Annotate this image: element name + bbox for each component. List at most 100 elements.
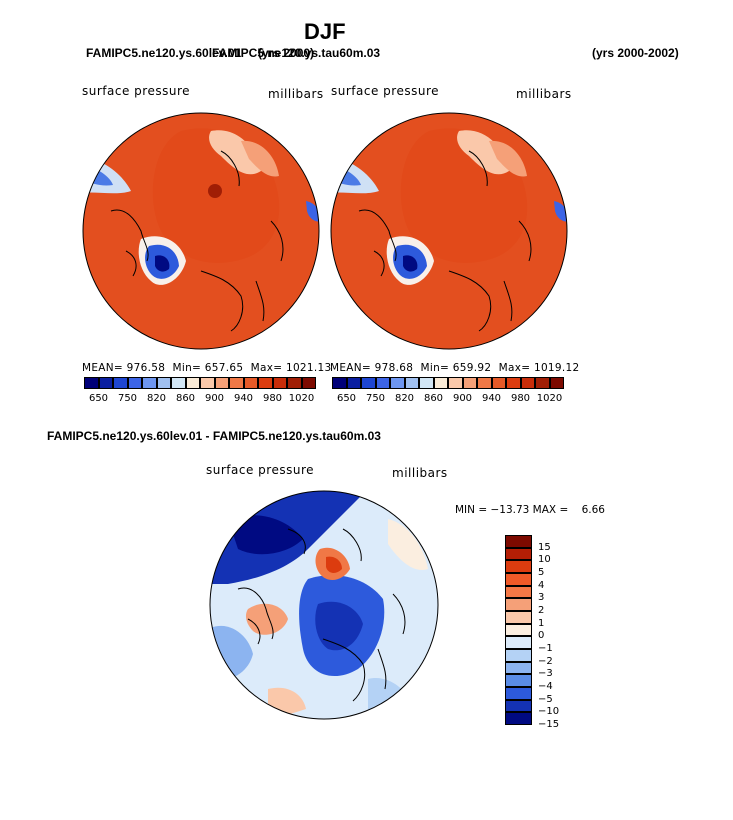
left-colorbar-box: [185, 377, 200, 389]
diff-title: FAMIPC5.ne120.ys.60lev.01 - FAMIPC5.ne12…: [47, 429, 381, 443]
left-colorbar: 650 750 820 860 900 940 980 1020: [84, 377, 316, 411]
right-colorbar-box: [346, 377, 361, 389]
diff-colorbar-label: 10: [538, 554, 551, 566]
left-colorbar-box: [214, 377, 229, 389]
right-mean-value: 978.68: [374, 362, 414, 374]
right-colorbar-box: [332, 377, 347, 389]
right-colorbar: 650 750 820 860 900 940 980 1020: [332, 377, 564, 411]
diff-colorbar-label: 5: [538, 567, 545, 578]
right-min-label: Min=: [420, 362, 450, 374]
left-colorbar-box: [156, 377, 171, 389]
diff-colorbar-label: 15: [538, 541, 551, 553]
diff-colorbar-label: −4: [538, 681, 553, 692]
left-colorbar-box: [272, 377, 287, 389]
left-polar-map: [82, 112, 320, 350]
diff-colorbar-label: −1: [538, 643, 553, 654]
diff-colorbar-box: [505, 560, 532, 573]
left-years-label: (yrs 2000): [258, 46, 315, 60]
left-colorbar-box: [258, 377, 273, 389]
left-units-label: millibars: [268, 87, 324, 101]
diff-colorbar-box: [505, 674, 532, 687]
right-colorbar-label: 650: [336, 393, 357, 404]
right-colorbar-box: [448, 377, 463, 389]
diff-colorbar-label: −15: [538, 719, 560, 730]
diff-colorbar-label: −10: [538, 706, 560, 718]
diff-colorbar-label: 4: [538, 579, 545, 591]
right-years-label: (yrs 2000-2002): [592, 46, 679, 60]
left-colorbar-label: 860: [175, 393, 196, 404]
diff-colorbar-box: [505, 661, 532, 675]
left-colorbar-box: [243, 377, 258, 389]
right-colorbar-box: [361, 377, 376, 389]
diff-minmax: MIN = −13.73 MAX = 6.66: [455, 504, 605, 516]
left-colorbar-box: [200, 377, 215, 389]
diff-colorbar-box: [505, 598, 532, 611]
left-min-value: 657.65: [204, 362, 244, 374]
right-polar-map: [330, 112, 568, 350]
diff-colorbar-label: 3: [538, 592, 545, 604]
right-colorbar-label: 980: [510, 393, 531, 404]
right-stats: MEAN= 978.68 Min= 659.92 Max= 1019.12: [330, 362, 580, 374]
right-colorbar-box: [477, 377, 492, 389]
left-colorbar-box: [287, 377, 302, 389]
right-colorbar-box: [506, 377, 521, 389]
right-colorbar-label: 750: [365, 393, 386, 404]
left-mean-label: MEAN=: [82, 362, 124, 374]
diff-colorbar-box: [505, 611, 532, 624]
left-colorbar-box: [84, 377, 99, 389]
diff-units-label: millibars: [392, 466, 448, 480]
left-colorbar-label: 650: [88, 393, 109, 404]
left-colorbar-label: 1020: [288, 393, 315, 404]
right-colorbar-box: [390, 377, 405, 389]
left-colorbar-box: [142, 377, 157, 389]
left-case-title: FAMIPC5.ne120.ys.60lev.01: [86, 46, 242, 60]
figure-title: DJF: [304, 19, 346, 44]
diff-colorbar-box: [505, 687, 532, 700]
diff-polar-map: [209, 490, 439, 720]
right-colorbar-box: [375, 377, 390, 389]
left-colorbar-label: 820: [146, 393, 167, 404]
right-mean-label: MEAN=: [330, 362, 372, 374]
left-colorbar-label: 750: [117, 393, 138, 404]
left-colorbar-box: [171, 377, 186, 389]
left-variable-label: surface pressure: [82, 84, 190, 98]
left-colorbar-label: 940: [233, 393, 254, 404]
diff-colorbar-box: [505, 585, 532, 599]
diff-colorbar-label: −5: [538, 693, 553, 705]
left-colorbar-box: [229, 377, 244, 389]
right-colorbar-box: [549, 377, 564, 389]
right-max-value: 1019.12: [533, 362, 580, 374]
left-stats: MEAN= 976.58 Min= 657.65 Max= 1021.13: [82, 362, 332, 374]
right-colorbar-label: 820: [394, 393, 415, 404]
left-max-value: 1021.13: [285, 362, 332, 374]
right-colorbar-box: [462, 377, 477, 389]
diff-colorbar-label: −3: [538, 668, 553, 680]
left-colorbar-box: [301, 377, 316, 389]
diff-colorbar-box: [505, 623, 532, 637]
right-min-value: 659.92: [452, 362, 492, 374]
left-mean-value: 976.58: [126, 362, 166, 374]
right-colorbar-label: 860: [423, 393, 444, 404]
right-colorbar-box: [433, 377, 448, 389]
right-units-label: millibars: [516, 87, 572, 101]
left-min-label: Min=: [172, 362, 202, 374]
right-colorbar-label: 900: [452, 393, 473, 404]
diff-colorbar: 15 10 5 4 3 2 1 0 −1 −2 −3 −4 −5 −10 −15: [505, 535, 565, 730]
right-colorbar-label: 940: [481, 393, 502, 404]
diff-colorbar-box: [505, 547, 532, 561]
diff-colorbar-label: −2: [538, 655, 553, 667]
right-max-label: Max=: [498, 362, 531, 374]
right-variable-label: surface pressure: [331, 84, 439, 98]
diff-colorbar-box: [505, 535, 532, 548]
diff-colorbar-box: [505, 649, 532, 662]
diff-colorbar-box: [505, 636, 532, 649]
left-colorbar-label: 980: [262, 393, 283, 404]
diff-colorbar-label: 1: [538, 617, 545, 629]
diff-colorbar-box: [505, 712, 532, 725]
diff-colorbar-label: 0: [538, 630, 545, 642]
left-colorbar-label: 900: [204, 393, 225, 404]
diff-colorbar-box: [505, 699, 532, 713]
left-colorbar-box: [113, 377, 128, 389]
left-max-label: Max=: [250, 362, 283, 374]
right-colorbar-label: 1020: [536, 393, 563, 404]
